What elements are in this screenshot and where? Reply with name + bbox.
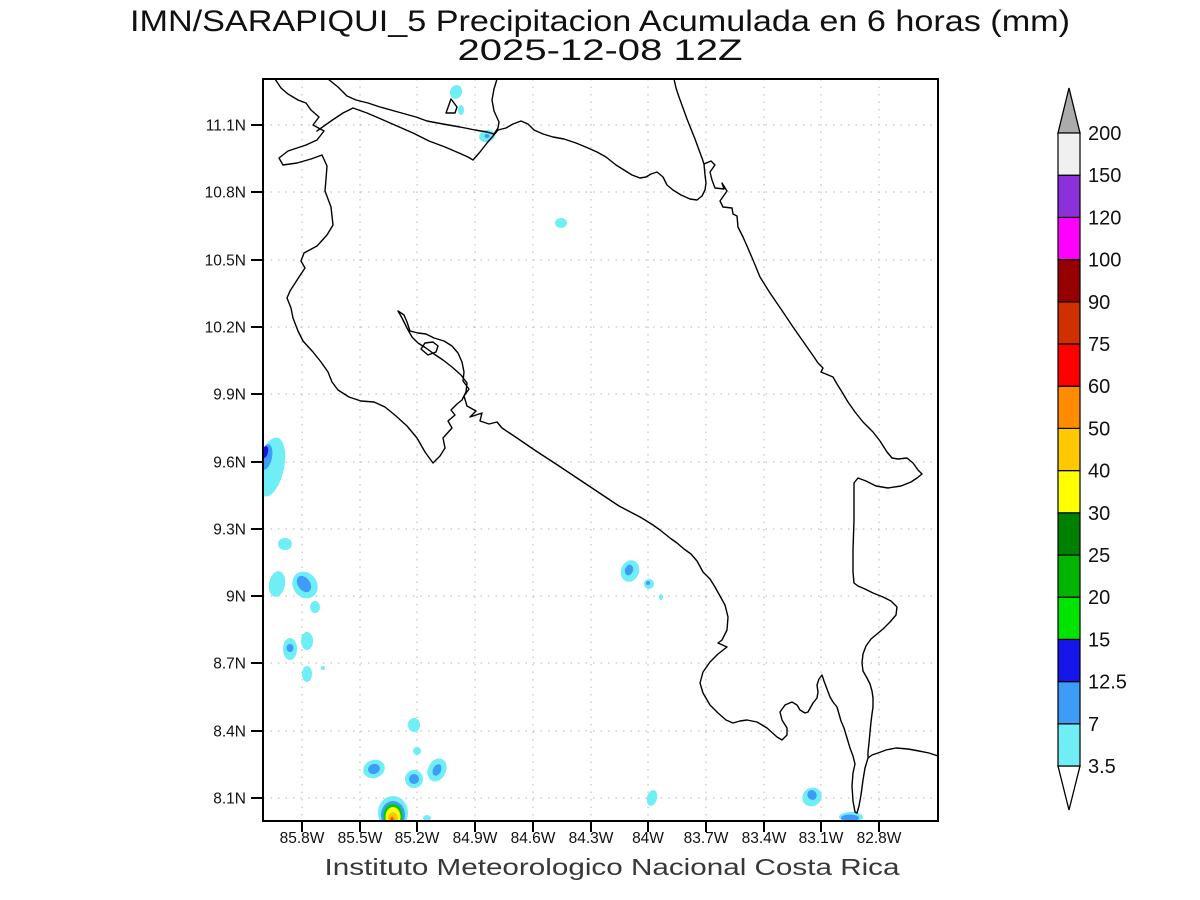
lon-tick-label: 83.7W: [684, 830, 729, 847]
precip-cell-layer: [432, 764, 442, 776]
precip-cell-layer: [555, 218, 567, 228]
lon-tick-label: 85.5W: [338, 830, 383, 847]
colorbar-label: 200: [1088, 123, 1121, 145]
lon-tick-label: 84.3W: [569, 830, 614, 847]
colorbar-segment: [1057, 427, 1081, 472]
map-title: IMN/SARAPIQUI_5 Precipitacion Acumulada …: [130, 5, 1070, 38]
colorbar-label: 150: [1088, 165, 1121, 187]
colorbar-segment: [1057, 723, 1081, 767]
isla-chira-outline: [420, 341, 439, 356]
map-subtitle-date: 2025-12-08 12Z: [458, 34, 743, 67]
precip-cell-layer: [409, 774, 419, 784]
lon-tick-label: 84.6W: [511, 830, 556, 847]
colorbar-segment: [1057, 512, 1081, 556]
plot-border: [262, 78, 939, 822]
lon-tick-label: 83.1W: [799, 830, 844, 847]
lat-tick-label: 10.2N: [205, 320, 246, 337]
precip-cell-layer: [321, 666, 325, 670]
colorbar-label: 40: [1088, 461, 1110, 483]
coastline-pacific: [274, 79, 938, 814]
colorbar-label: 120: [1088, 207, 1121, 229]
lon-tick-label: 85.8W: [280, 830, 325, 847]
colorbar-segment: [1057, 596, 1081, 641]
colorbar-label: 60: [1088, 376, 1110, 398]
lat-tick-label: 9.9N: [213, 387, 246, 404]
colorbar-segment: [1057, 343, 1081, 387]
colorbar-label: 50: [1088, 418, 1110, 440]
precip-cell-layer: [646, 790, 658, 806]
lon-tick-label: 85.2W: [395, 830, 440, 847]
colorbar-label: 15: [1088, 629, 1110, 651]
precip-cell-layer: [449, 85, 463, 99]
colorbar-label: 7: [1088, 714, 1099, 736]
colorbar-label: 90: [1088, 292, 1110, 314]
precip-cell-layer: [310, 601, 320, 613]
precip-cell-layer: [368, 763, 380, 775]
lat-tick-label: 8.7N: [213, 656, 246, 673]
lat-tick-label: 9.3N: [213, 522, 246, 539]
precip-cell-layer: [296, 575, 312, 593]
colorbar-label: 20: [1088, 587, 1110, 609]
precip-cell-layer: [278, 538, 292, 550]
lon-tick-label: 82.8W: [857, 830, 902, 847]
colorbar-label: 100: [1088, 250, 1121, 272]
precip-cell-layer: [624, 564, 634, 576]
precip-cell-layer: [807, 790, 817, 800]
precip-cell-layer: [841, 814, 859, 821]
precip-cell-layer: [484, 134, 490, 138]
colorbar-label: 3.5: [1088, 756, 1116, 778]
solentiname-island-outline: [445, 98, 458, 114]
lat-tick-label: 10.5N: [205, 253, 246, 270]
lat-tick-label: 8.4N: [213, 724, 246, 741]
lat-tick-label: 11.1N: [206, 118, 246, 135]
border-nicaragua: [316, 107, 499, 161]
colorbar-segment: [1057, 132, 1081, 176]
precip-cell-layer: [391, 817, 393, 821]
precip-cell-layer: [413, 747, 421, 755]
colorbar-segment: [1057, 216, 1081, 261]
colorbar-label: 75: [1088, 334, 1110, 356]
lat-tick-label: 9N: [226, 589, 246, 606]
colorbar-segment: [1057, 301, 1081, 345]
lon-tick-label: 84W: [632, 830, 664, 847]
colorbar-label: 25: [1088, 545, 1110, 567]
lake-nicaragua-shore-west: [327, 79, 495, 135]
precip-cell-layer: [458, 105, 464, 115]
colorbar-segment: [1057, 174, 1081, 218]
lon-tick-label: 83.4W: [742, 830, 787, 847]
colorbar-legend: 3.5 7 12.5 15 20 25 30 40 50 60 75 90 100 120 150 200: [1057, 87, 1127, 811]
colorbar-segment: [1057, 470, 1081, 514]
precip-cell-layer: [268, 571, 286, 597]
precip-cell-layer: [301, 632, 313, 650]
precip-cell-layer: [646, 581, 650, 585]
precip-cell-layer: [263, 444, 273, 470]
colorbar-segment: [1057, 554, 1081, 598]
lat-tick-label: 8.1N: [213, 791, 246, 808]
colorbar-segment: [1057, 259, 1081, 303]
precip-cell-layer: [423, 815, 431, 821]
colorbar-segment: [1057, 638, 1081, 683]
lon-tick-label: 84.9W: [453, 830, 498, 847]
lat-tick-label: 10.8N: [205, 185, 246, 202]
colorbar-label: 12.5: [1088, 672, 1127, 694]
lat-tick-label: 9.6N: [213, 455, 246, 472]
basemap-coastlines: [274, 79, 938, 814]
san-juan-river-border: [497, 120, 707, 201]
footer-credit: Instituto Meteorologico Nacional Costa R…: [325, 854, 900, 880]
colorbar-segment: [1057, 385, 1081, 430]
gridlines: [263, 79, 938, 821]
coastline-caribbean-and-panama-border: [673, 79, 923, 758]
lake-nicaragua-shore-east: [491, 79, 500, 135]
axis-ticks-and-labels: 11.1N 10.8N 10.5N 10.2N 9.9N 9.6N 9.3N 9N 8.7N 8.…: [205, 118, 902, 848]
precip-cell-layer: [408, 718, 420, 732]
precip-cell-layer: [286, 644, 294, 652]
colorbar-segment: [1057, 680, 1081, 725]
colorbar-label: 30: [1088, 503, 1110, 525]
precip-cell-layer: [302, 666, 312, 682]
precip-cell-layer: [659, 594, 663, 600]
